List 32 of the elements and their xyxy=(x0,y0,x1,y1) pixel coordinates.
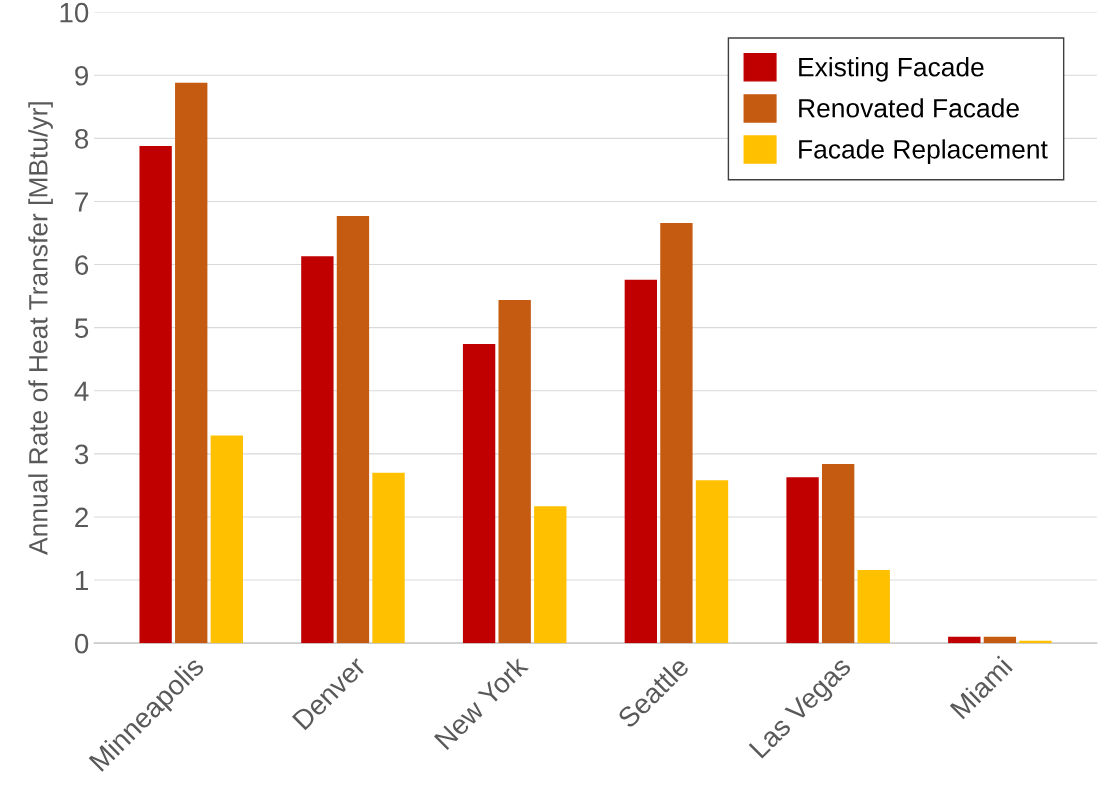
y-tick-label: 6 xyxy=(75,255,89,275)
bar xyxy=(534,506,567,644)
y-tick-label: 8 xyxy=(75,129,89,149)
bar xyxy=(498,299,531,644)
legend-label: Facade Replacement xyxy=(799,139,1048,164)
y-tick-label: 0 xyxy=(74,633,89,654)
bar xyxy=(301,256,334,644)
bar xyxy=(948,636,981,644)
bar xyxy=(372,472,405,644)
y-tick-label: 9 xyxy=(75,65,88,86)
y-tick-label: 1 xyxy=(75,571,88,591)
bar xyxy=(660,222,693,644)
y-tick-label: 2 xyxy=(75,507,88,528)
y-tick-label: 5 xyxy=(74,318,89,338)
legend-label: Renovated Facade xyxy=(799,98,1019,118)
y-axis-title: Annual Rate of Heat Transfer [MBtu/yr] xyxy=(28,102,53,555)
y-tick-label: 7 xyxy=(75,192,88,212)
bar xyxy=(336,215,370,644)
legend-label: Existing Facade xyxy=(799,57,984,82)
y-tick-label: 10 xyxy=(60,2,89,23)
bar xyxy=(821,463,855,644)
bar xyxy=(175,82,208,644)
bar xyxy=(983,636,1017,644)
y-tick-label: 4 xyxy=(74,381,89,401)
bar xyxy=(462,344,496,644)
bar xyxy=(857,569,890,644)
bar xyxy=(624,279,658,644)
bar xyxy=(786,477,819,644)
y-tick-label: 3 xyxy=(74,444,89,465)
bar xyxy=(139,145,172,644)
bar xyxy=(210,435,243,644)
bar xyxy=(695,480,729,644)
